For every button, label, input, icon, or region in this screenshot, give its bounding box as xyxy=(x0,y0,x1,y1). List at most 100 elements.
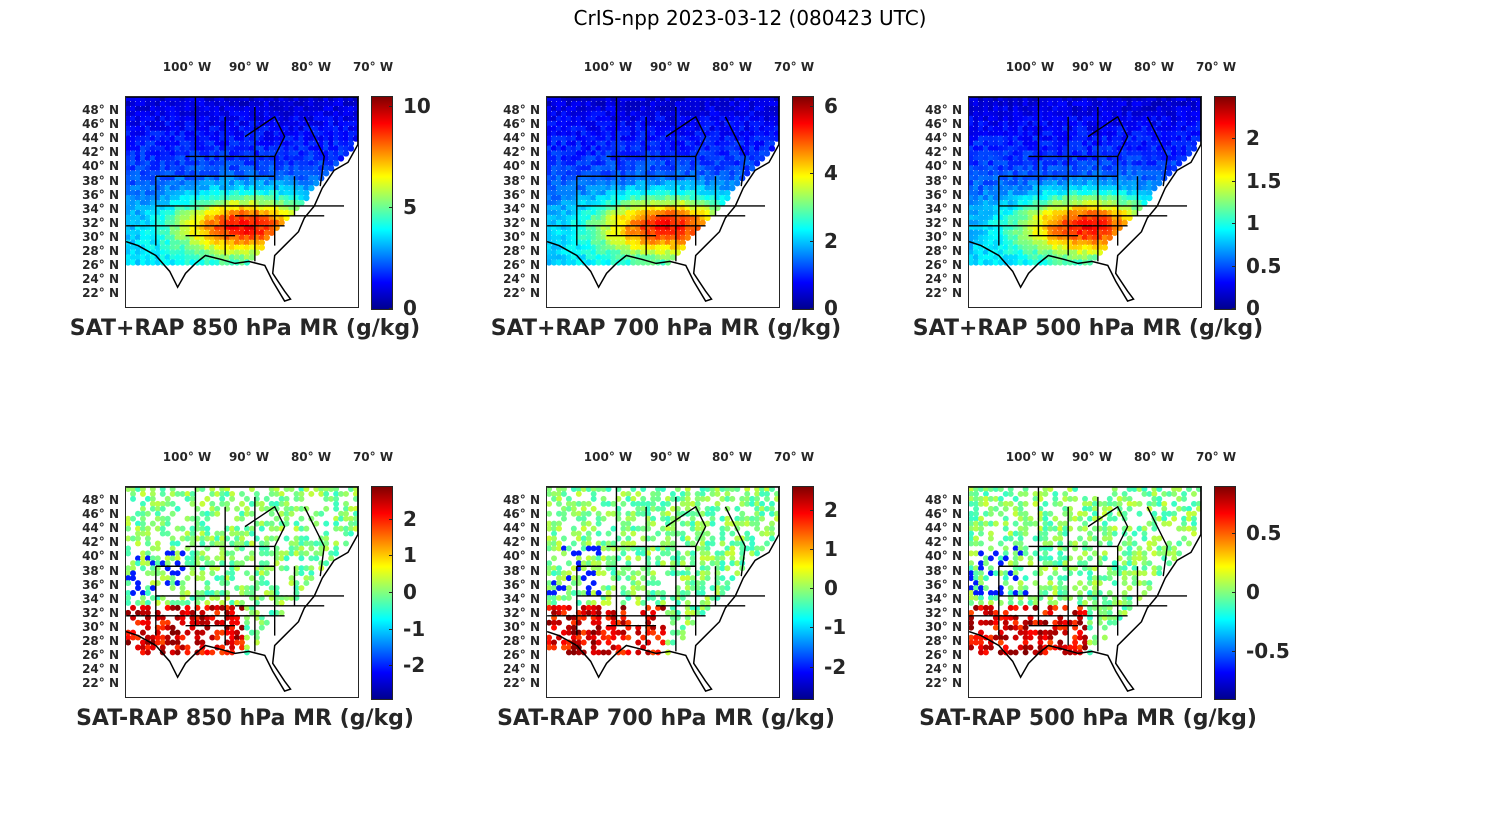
colorbar-tick-label: 2 xyxy=(824,228,838,253)
lat-tick-label: 46° N xyxy=(925,507,962,522)
state-boundary xyxy=(1146,506,1168,577)
lat-tick-label: 44° N xyxy=(925,521,962,536)
map-svg xyxy=(126,97,358,302)
colorbar-tick-label: 2 xyxy=(403,506,417,531)
lat-tick-label: 22° N xyxy=(82,676,119,691)
lat-tick-label: 24° N xyxy=(82,272,119,287)
lat-tick-label: 40° N xyxy=(925,159,962,174)
lat-tick-label: 44° N xyxy=(82,131,119,146)
colorbar-tick-mark xyxy=(389,308,393,309)
lat-tick-label: 34° N xyxy=(925,591,962,606)
colorbar-tick-mark xyxy=(1232,533,1236,535)
lat-tick-label: 42° N xyxy=(503,535,540,550)
lat-tick-label: 30° N xyxy=(503,229,540,244)
colorbar-tick-label: 0 xyxy=(824,576,838,601)
lon-tick-label: 80° W xyxy=(711,60,753,74)
lat-tick-label: 42° N xyxy=(503,145,540,160)
lat-tick-label: 48° N xyxy=(925,103,962,117)
colorbar-tick-mark xyxy=(810,666,814,668)
lon-tick-label: 70° W xyxy=(352,60,394,74)
lat-tick-label: 46° N xyxy=(925,117,962,132)
colorbar-tick-mark xyxy=(1232,592,1236,593)
lat-tick-label: 46° N xyxy=(503,117,540,132)
colorbar-tick-mark xyxy=(810,627,814,629)
colorbar-tick-mark xyxy=(389,592,393,593)
panel-title: SAT-RAP 850 hPa MR (g/kg) xyxy=(76,706,414,731)
lat-tick-label: 24° N xyxy=(82,662,119,677)
colorbar-tick-mark xyxy=(810,308,814,309)
lat-tick-label: 48° N xyxy=(503,493,540,507)
lon-tick-label: 70° W xyxy=(1195,450,1237,464)
state-boundary xyxy=(303,506,325,577)
lat-tick-label: 46° N xyxy=(82,507,119,522)
lon-tick-label: 100° W xyxy=(162,450,212,464)
lat-tick-label: 36° N xyxy=(82,577,119,592)
colorbar-tick-label: 4 xyxy=(824,161,838,186)
lat-tick-label: 28° N xyxy=(925,244,962,258)
lon-tick-label: 90° W xyxy=(649,60,691,74)
colorbar-tick-mark xyxy=(1232,138,1236,140)
map-panel-6: 100° W 90° W 80° W 70° W 48° N 46° N 44° N 42° … xyxy=(898,450,1318,750)
state-boundary xyxy=(665,115,707,157)
lat-tick-label: 32° N xyxy=(503,605,540,620)
colorbar-tick-mark xyxy=(1232,308,1236,309)
map-svg xyxy=(547,97,779,302)
colorbar-tick-mark xyxy=(810,509,814,511)
lat-tick-label: 48° N xyxy=(82,493,119,507)
colorbar-tick-mark xyxy=(389,106,393,108)
lat-tick-label: 36° N xyxy=(503,577,540,592)
lat-tick-label: 30° N xyxy=(925,229,962,244)
lat-tick-label: 42° N xyxy=(925,145,962,160)
lon-tick-label: 100° W xyxy=(1005,450,1055,464)
lon-tick-label: 80° W xyxy=(290,60,332,74)
lon-tick-label: 100° W xyxy=(583,60,633,74)
lat-tick-label: 36° N xyxy=(925,187,962,202)
coastline xyxy=(547,487,779,692)
lon-tick-label: 80° W xyxy=(290,450,332,464)
colorbar-tick-label: 0.5 xyxy=(1246,253,1282,278)
colorbar-tick-label: 2 xyxy=(1246,126,1260,151)
map-area xyxy=(968,486,1202,698)
map-svg xyxy=(126,487,358,692)
lat-tick-label: 28° N xyxy=(82,244,119,258)
lat-tick-label: 42° N xyxy=(925,535,962,550)
lon-tick-label: 90° W xyxy=(1071,450,1113,464)
panel-title: SAT+RAP 500 hPa MR (g/kg) xyxy=(912,316,1264,341)
lat-tick-label: 40° N xyxy=(503,549,540,564)
coastline xyxy=(547,97,779,302)
lat-tick-label: 30° N xyxy=(82,619,119,634)
map-panel-1: 100° W 90° W 80° W 70° W 48° N 46° N 44° N 42° … xyxy=(55,60,475,360)
lat-tick-label: 26° N xyxy=(82,648,119,663)
colorbar-tick-label: 0 xyxy=(1246,580,1260,604)
colorbar-tick-label: -1 xyxy=(824,615,847,640)
lon-tick-label: 100° W xyxy=(162,60,212,74)
lat-tick-label: 32° N xyxy=(503,215,540,230)
colorbar-tick-label: 0 xyxy=(1246,296,1260,320)
colorbar-tick-label: 1.5 xyxy=(1246,168,1282,193)
lon-tick-label: 70° W xyxy=(773,450,815,464)
state-boundary xyxy=(244,115,286,157)
lat-tick-label: 40° N xyxy=(82,549,119,564)
coastline xyxy=(126,97,358,302)
colorbar-tick-mark xyxy=(810,106,814,108)
colorbar-tick-label: 0 xyxy=(403,580,417,604)
lat-tick-label: 34° N xyxy=(82,591,119,606)
lon-tick-label: 80° W xyxy=(711,450,753,464)
lat-tick-label: 32° N xyxy=(82,605,119,620)
lat-tick-label: 44° N xyxy=(503,521,540,536)
map-svg xyxy=(969,97,1201,302)
lat-tick-label: 36° N xyxy=(82,187,119,202)
panel-title: SAT+RAP 700 hPa MR (g/kg) xyxy=(490,316,842,341)
lon-tick-label: 80° W xyxy=(1133,60,1175,74)
lat-tick-label: 48° N xyxy=(925,493,962,507)
lat-tick-label: 26° N xyxy=(503,258,540,273)
retrieval-points xyxy=(126,97,358,266)
colorbar-tick-mark xyxy=(810,588,814,590)
colorbar xyxy=(1214,96,1236,310)
lat-tick-label: 38° N xyxy=(503,563,540,578)
lat-tick-label: 48° N xyxy=(503,103,540,117)
lat-tick-label: 34° N xyxy=(503,201,540,216)
state-boundary xyxy=(1087,115,1129,157)
map-area xyxy=(125,486,359,698)
lat-tick-label: 26° N xyxy=(503,648,540,663)
